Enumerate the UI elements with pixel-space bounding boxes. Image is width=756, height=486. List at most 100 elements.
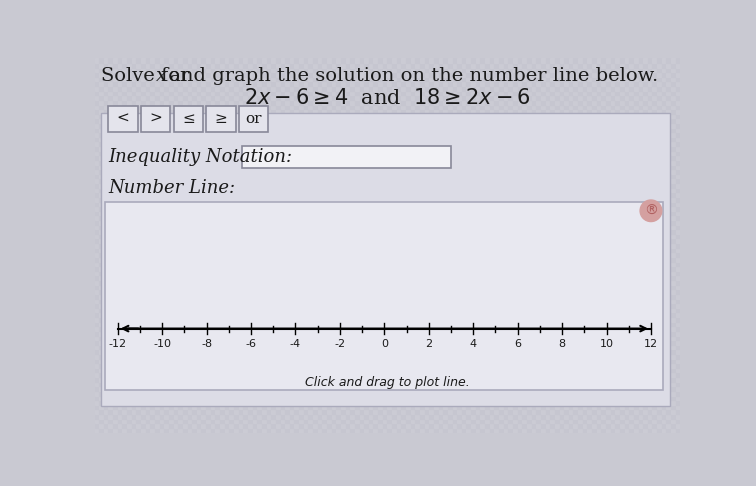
Bar bbox=[313, 137, 318, 141]
Bar bbox=[299, 308, 304, 312]
Bar bbox=[503, 326, 508, 331]
Bar bbox=[192, 289, 197, 294]
Bar bbox=[601, 303, 606, 308]
Bar bbox=[206, 303, 211, 308]
Bar bbox=[443, 280, 448, 285]
Bar bbox=[178, 354, 183, 359]
Bar bbox=[373, 261, 378, 266]
Bar bbox=[508, 386, 513, 391]
Bar bbox=[499, 82, 503, 86]
Bar bbox=[322, 331, 327, 335]
Bar bbox=[476, 372, 481, 377]
Bar bbox=[197, 211, 201, 215]
Bar bbox=[178, 303, 183, 308]
Bar bbox=[294, 91, 299, 95]
Bar bbox=[187, 215, 192, 220]
Bar bbox=[164, 123, 169, 128]
Bar bbox=[411, 418, 415, 423]
Bar bbox=[345, 289, 350, 294]
Text: and graph the solution on the number line below.: and graph the solution on the number lin… bbox=[163, 67, 658, 85]
Bar bbox=[559, 261, 564, 266]
Bar bbox=[141, 160, 146, 165]
Bar bbox=[503, 109, 508, 114]
Bar bbox=[457, 132, 462, 137]
Bar bbox=[146, 160, 150, 165]
Bar bbox=[155, 252, 160, 257]
Bar bbox=[206, 354, 211, 359]
Bar bbox=[127, 400, 132, 405]
Bar bbox=[99, 141, 104, 146]
Bar bbox=[601, 91, 606, 95]
Bar bbox=[624, 220, 629, 225]
Bar bbox=[481, 63, 485, 68]
Bar bbox=[531, 285, 536, 289]
Bar bbox=[652, 123, 657, 128]
Bar bbox=[220, 386, 225, 391]
Bar bbox=[229, 386, 234, 391]
Bar bbox=[229, 428, 234, 433]
Bar bbox=[578, 188, 583, 192]
Bar bbox=[383, 382, 387, 386]
Bar bbox=[471, 119, 476, 123]
Bar bbox=[564, 382, 569, 386]
Bar bbox=[453, 308, 457, 312]
Bar bbox=[499, 95, 503, 100]
Bar bbox=[531, 82, 536, 86]
Bar bbox=[113, 257, 118, 261]
Bar bbox=[550, 423, 555, 428]
Bar bbox=[318, 234, 322, 239]
Bar bbox=[387, 68, 392, 72]
Bar bbox=[429, 294, 434, 298]
Bar bbox=[559, 271, 564, 276]
Bar bbox=[360, 349, 364, 354]
Bar bbox=[132, 206, 136, 211]
Bar bbox=[634, 192, 639, 197]
Bar bbox=[481, 165, 485, 169]
Bar bbox=[146, 396, 150, 400]
Bar bbox=[118, 156, 122, 160]
Bar bbox=[522, 174, 527, 178]
Bar bbox=[187, 349, 192, 354]
Bar bbox=[634, 95, 639, 100]
Bar bbox=[522, 405, 527, 409]
Bar bbox=[271, 239, 276, 243]
Bar bbox=[481, 280, 485, 285]
Bar bbox=[574, 423, 578, 428]
Bar bbox=[206, 298, 211, 303]
Bar bbox=[513, 188, 518, 192]
Bar bbox=[364, 211, 369, 215]
Bar bbox=[494, 377, 499, 382]
Bar bbox=[624, 271, 629, 276]
Bar bbox=[136, 215, 141, 220]
Bar bbox=[643, 285, 648, 289]
Bar bbox=[634, 128, 639, 132]
Bar bbox=[559, 206, 564, 211]
Bar bbox=[536, 331, 541, 335]
Bar bbox=[453, 192, 457, 197]
Bar bbox=[225, 109, 229, 114]
Bar bbox=[327, 354, 332, 359]
Bar bbox=[322, 156, 327, 160]
Bar bbox=[476, 178, 481, 183]
Bar bbox=[336, 391, 341, 396]
Bar bbox=[420, 396, 425, 400]
Bar bbox=[596, 298, 601, 303]
Bar bbox=[587, 197, 592, 202]
Bar bbox=[494, 178, 499, 183]
Bar bbox=[466, 109, 471, 114]
Bar bbox=[336, 192, 341, 197]
Bar bbox=[494, 95, 499, 100]
Bar bbox=[438, 331, 443, 335]
Bar bbox=[457, 312, 462, 317]
Bar bbox=[192, 123, 197, 128]
Bar bbox=[345, 197, 350, 202]
Bar bbox=[387, 141, 392, 146]
Bar bbox=[415, 174, 420, 178]
Bar bbox=[197, 100, 201, 104]
Bar bbox=[499, 141, 503, 146]
Bar bbox=[620, 82, 624, 86]
Bar bbox=[443, 114, 448, 119]
Bar bbox=[555, 340, 559, 345]
Bar bbox=[341, 317, 345, 322]
Bar bbox=[387, 303, 392, 308]
